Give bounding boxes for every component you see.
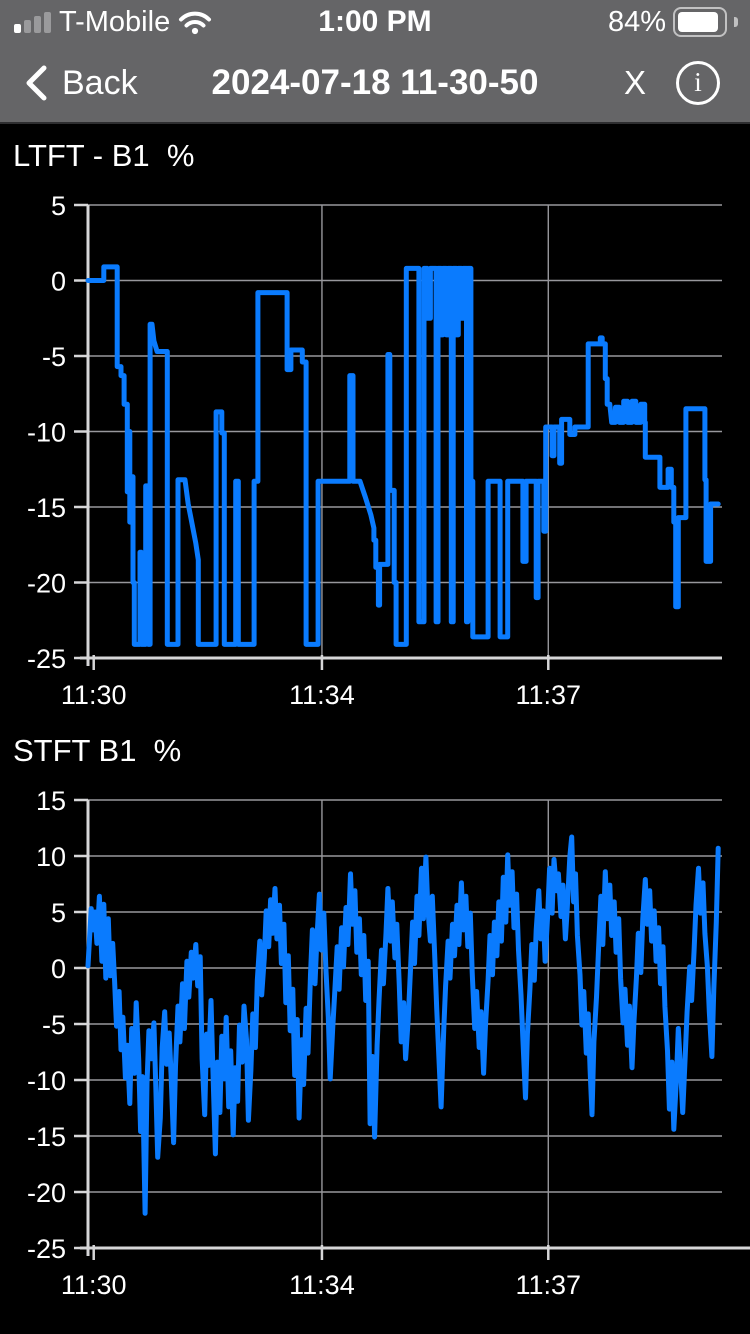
status-bar-left: T-Mobile: [14, 0, 212, 44]
svg-text:-15: -15: [27, 493, 66, 523]
svg-text:-20: -20: [27, 1178, 66, 1208]
battery-icon: [673, 7, 727, 37]
svg-text:11:37: 11:37: [516, 1270, 582, 1300]
ltft-chart-title: LTFT - B1 %: [13, 138, 195, 173]
status-time: 1:00 PM: [318, 5, 432, 38]
cellular-signal-icon: [14, 11, 51, 33]
back-button-label: Back: [62, 63, 138, 102]
svg-text:0: 0: [51, 954, 66, 984]
battery-nub: [734, 17, 738, 27]
info-icon: i: [694, 66, 702, 97]
svg-text:-5: -5: [42, 342, 66, 372]
status-bar: T-Mobile 1:00 PM 84%: [0, 0, 750, 44]
stft-chart[interactable]: 15 10 5 0 -5 -10 -15 -20 -25 11:30 11:34 11:37: [0, 785, 750, 1330]
svg-text:-10: -10: [27, 1066, 66, 1096]
svg-text:-5: -5: [42, 1010, 66, 1040]
chevron-left-icon: [22, 61, 50, 105]
battery-percent-label: 84%: [607, 5, 666, 38]
carrier-label: T-Mobile: [59, 5, 171, 38]
svg-text:-15: -15: [27, 1122, 66, 1152]
svg-text:5: 5: [51, 898, 66, 928]
ltft-chart[interactable]: 5 0 -5 -10 -15 -20 -25 11:30 11:34 11:37: [0, 190, 750, 720]
svg-text:11:30: 11:30: [61, 1270, 127, 1300]
svg-text:11:34: 11:34: [289, 1270, 355, 1300]
svg-text:0: 0: [51, 267, 66, 297]
back-button[interactable]: Back: [22, 44, 138, 122]
info-button[interactable]: i: [676, 61, 720, 105]
close-button[interactable]: X: [623, 64, 646, 101]
svg-text:11:30: 11:30: [61, 680, 127, 710]
svg-text:11:37: 11:37: [516, 680, 582, 710]
svg-text:11:34: 11:34: [289, 680, 355, 710]
svg-text:-20: -20: [27, 569, 66, 599]
stft-chart-title: STFT B1 %: [13, 733, 182, 768]
svg-text:5: 5: [51, 191, 66, 221]
nav-bar: 2024-07-18 11-30-50 Back X i: [0, 44, 750, 124]
status-bar-right: 84%: [608, 0, 738, 44]
svg-text:10: 10: [36, 842, 66, 872]
svg-text:-10: -10: [27, 418, 66, 448]
wifi-icon: [178, 10, 212, 35]
page-title: 2024-07-18 11-30-50: [211, 63, 539, 102]
svg-text:15: 15: [36, 786, 66, 816]
svg-text:-25: -25: [27, 644, 66, 674]
svg-text:-25: -25: [27, 1234, 66, 1264]
